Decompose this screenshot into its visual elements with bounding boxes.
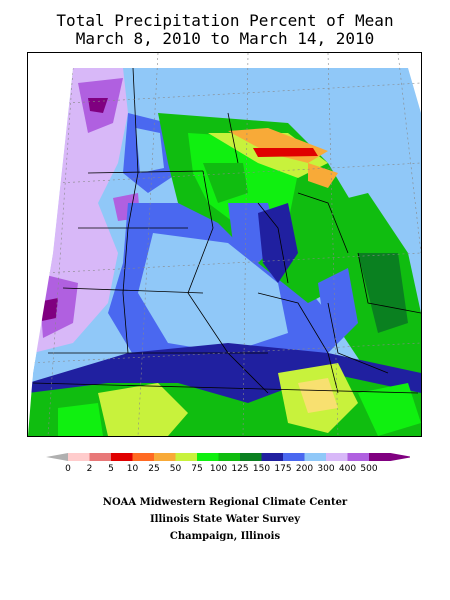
legend-swatch bbox=[304, 453, 326, 461]
map-region-light-blue-center bbox=[138, 233, 288, 353]
map-region-darkgreen-east bbox=[358, 253, 408, 333]
legend-swatch bbox=[261, 453, 283, 461]
legend-label: 200 bbox=[295, 464, 314, 474]
map-region-sw-dark-purple bbox=[42, 298, 58, 321]
map-region-sw-purple bbox=[38, 273, 78, 338]
legend-label: 400 bbox=[338, 464, 357, 474]
legend-swatch bbox=[175, 453, 197, 461]
legend-swatch bbox=[283, 453, 305, 461]
map-region-lightgreen-se bbox=[358, 383, 421, 436]
legend-swatch bbox=[347, 453, 369, 461]
lat-lon-grid bbox=[28, 53, 421, 436]
legend-swatch bbox=[218, 453, 240, 461]
legend-swatch bbox=[154, 453, 176, 461]
legend-label: 125 bbox=[231, 464, 249, 474]
legend-swatch bbox=[369, 453, 391, 461]
map-region-blue-east bbox=[318, 268, 358, 353]
legend-label: 300 bbox=[317, 464, 335, 474]
map-region-lightgreen-sw bbox=[58, 403, 103, 436]
map-date-range: March 8, 2010 to March 14, 2010 bbox=[75, 29, 375, 48]
map-region-darkgreen-north bbox=[203, 163, 248, 203]
map-region-light-yellow-se bbox=[298, 378, 338, 413]
precipitation-map-svg bbox=[28, 53, 421, 436]
map-region-orange-east bbox=[308, 163, 338, 188]
state-boundaries bbox=[32, 67, 421, 394]
legend-swatch bbox=[111, 453, 133, 461]
legend-label: 500 bbox=[360, 464, 378, 474]
legend-swatch bbox=[132, 453, 154, 461]
legend-arrow-low bbox=[46, 453, 68, 461]
map-title: Total Precipitation Percent of Mean bbox=[56, 11, 394, 30]
legend-label: 150 bbox=[252, 464, 271, 474]
credit-survey: Illinois State Water Survey bbox=[149, 514, 301, 525]
legend-label: 100 bbox=[209, 464, 228, 474]
legend-swatch bbox=[197, 453, 219, 461]
legend-swatch bbox=[89, 453, 111, 461]
legend-label: 25 bbox=[148, 464, 160, 474]
legend-swatch bbox=[326, 453, 348, 461]
legend-label: 75 bbox=[191, 464, 203, 474]
precipitation-map bbox=[27, 52, 422, 437]
credit-location: Champaign, Illinois bbox=[169, 531, 281, 542]
legend-label: 50 bbox=[169, 464, 182, 474]
map-region-lightblue-nw bbox=[136, 128, 164, 173]
map-region-lake-michigan-blue bbox=[258, 203, 298, 283]
legend-arrow-high bbox=[390, 453, 410, 461]
legend-label: 0 bbox=[65, 464, 71, 474]
legend-swatch bbox=[240, 453, 262, 461]
color-legend bbox=[46, 453, 410, 461]
credit-organization: NOAA Midwestern Regional Climate Center bbox=[102, 497, 348, 508]
legend-swatch bbox=[68, 453, 90, 461]
legend-label: 175 bbox=[274, 464, 292, 474]
map-region-red-north bbox=[253, 148, 318, 157]
map-region-yellow-south-west bbox=[98, 383, 188, 436]
legend-label: 2 bbox=[86, 464, 93, 474]
legend-label: 10 bbox=[126, 464, 139, 474]
legend-label: 5 bbox=[108, 464, 114, 474]
